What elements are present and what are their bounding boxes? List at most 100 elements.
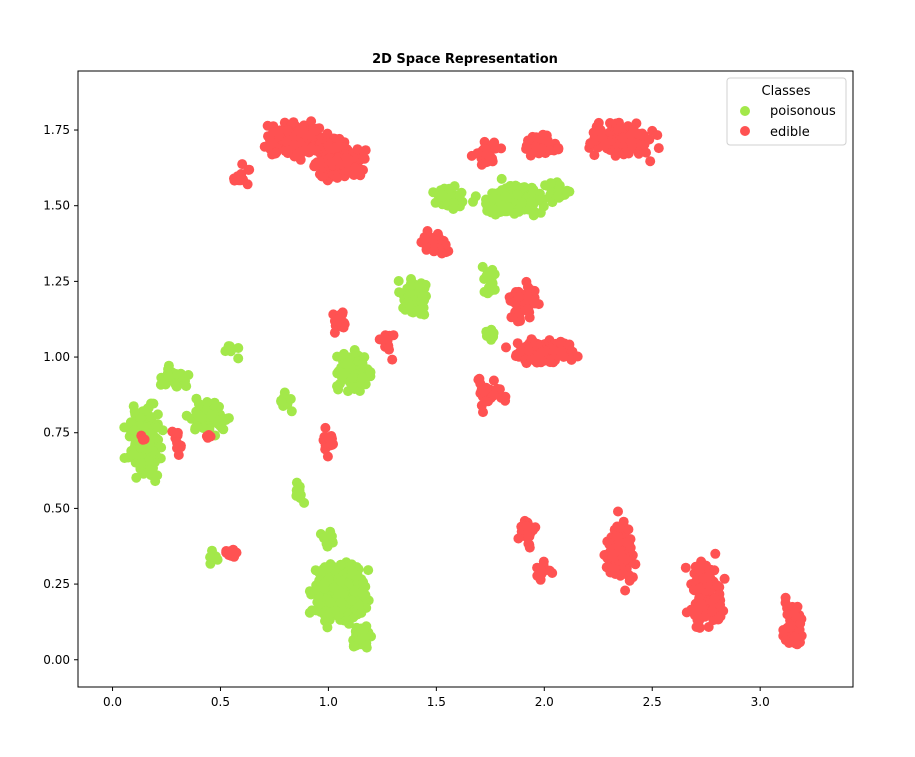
data-point: [282, 125, 293, 136]
data-point: [427, 234, 438, 245]
data-point: [320, 422, 331, 433]
data-point: [295, 490, 306, 500]
data-point: [680, 562, 691, 573]
data-point: [437, 189, 448, 200]
data-point: [496, 143, 507, 154]
data-point: [422, 226, 433, 236]
data-point: [175, 368, 186, 379]
data-point: [428, 187, 439, 198]
data-point: [181, 410, 192, 421]
y-axis: 0.00 0.25 0.50 0.75 1.00 1.25 1.50 1.75: [43, 123, 78, 667]
data-point: [514, 346, 525, 357]
legend-box: [726, 77, 847, 146]
data-point: [347, 566, 358, 577]
data-point: [652, 130, 663, 141]
data-point: [271, 147, 282, 158]
data-point: [613, 506, 623, 517]
data-point: [487, 278, 498, 289]
y-tick-label: 1.75: [43, 123, 70, 137]
data-point: [359, 153, 370, 164]
data-point: [556, 346, 567, 357]
y-tick-label: 1.50: [43, 199, 70, 213]
data-point: [341, 359, 352, 370]
data-point: [348, 170, 359, 180]
data-point: [553, 143, 564, 154]
data-point: [482, 288, 493, 299]
data-point: [626, 136, 636, 147]
data-point: [336, 576, 346, 586]
data-point: [327, 439, 338, 450]
data-point: [785, 622, 796, 633]
data-point: [358, 577, 369, 587]
data-point: [528, 184, 539, 195]
data-point: [707, 606, 717, 617]
data-point: [323, 140, 334, 151]
data-point: [310, 565, 321, 576]
data-point: [545, 357, 556, 368]
data-point: [356, 607, 367, 618]
data-point: [349, 586, 360, 596]
data-point: [394, 287, 405, 298]
data-point: [201, 431, 212, 442]
data-point: [473, 374, 484, 385]
data-point: [709, 593, 720, 604]
data-point: [224, 341, 235, 352]
data-point: [363, 565, 374, 576]
data-point: [131, 472, 142, 483]
data-point: [444, 183, 455, 194]
data-point: [339, 368, 350, 379]
data-point: [637, 130, 648, 141]
data-point: [795, 618, 806, 629]
data-point: [196, 412, 207, 423]
data-point: [428, 246, 439, 257]
data-point: [119, 453, 130, 463]
data-point: [488, 375, 499, 386]
data-point: [454, 190, 465, 201]
data-point: [322, 541, 333, 552]
legend: Classes poisonous edible: [726, 77, 847, 146]
data-point: [135, 458, 146, 469]
series-poisonous: [119, 173, 575, 653]
data-point: [325, 597, 336, 608]
data-point: [544, 565, 555, 576]
data-point: [617, 568, 628, 579]
data-point: [599, 140, 610, 150]
data-point: [224, 548, 235, 559]
data-point: [282, 145, 293, 156]
data-point: [333, 589, 344, 600]
data-point: [711, 614, 722, 625]
data-point: [486, 327, 497, 338]
y-tick-label: 0.50: [43, 501, 70, 515]
legend-marker-edible: [740, 126, 750, 136]
data-point: [617, 132, 628, 143]
data-point: [516, 197, 527, 208]
data-point: [271, 126, 282, 137]
data-point: [306, 143, 317, 154]
data-point: [129, 406, 140, 417]
data-point: [352, 144, 363, 155]
data-point: [365, 367, 376, 378]
data-point: [310, 585, 321, 596]
data-point: [564, 186, 575, 197]
data-point: [175, 440, 186, 451]
data-point: [332, 351, 343, 362]
data-point: [532, 353, 543, 364]
data-point: [566, 354, 577, 365]
data-point: [335, 597, 346, 608]
data-point: [523, 135, 533, 146]
data-point: [711, 580, 722, 591]
data-point: [337, 307, 348, 318]
data-point: [531, 132, 542, 143]
data-point: [387, 354, 398, 365]
data-point: [357, 358, 368, 369]
data-point: [588, 127, 599, 138]
x-tick-label: 1.5: [427, 695, 446, 709]
y-tick-label: 0.00: [43, 653, 70, 667]
data-point: [526, 197, 537, 207]
data-point: [128, 449, 139, 460]
data-point: [378, 333, 389, 344]
legend-marker-poisonous: [740, 106, 750, 116]
data-point: [538, 556, 549, 567]
data-point: [300, 129, 311, 140]
data-point: [148, 398, 159, 409]
